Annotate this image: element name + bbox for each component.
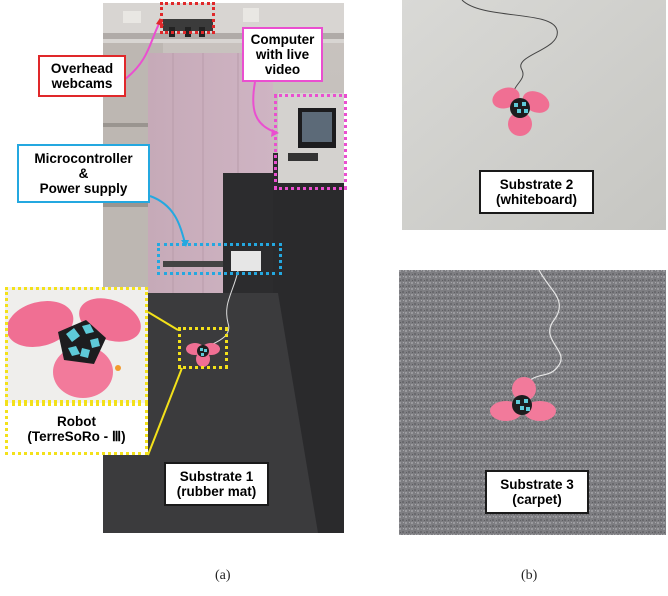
- robot-highlight-box: [178, 327, 228, 369]
- substrate3-label: Substrate 3 (carpet): [485, 470, 589, 514]
- overhead-webcams-label-line-1: Overhead: [50, 61, 114, 76]
- substrate3-label-line-1: Substrate 3: [500, 477, 574, 492]
- computer-label-line-3: video: [264, 62, 301, 77]
- substrate1-label-line-1: Substrate 1: [179, 469, 254, 484]
- substrate2-label: Substrate 2 (whiteboard): [479, 170, 594, 214]
- computer-label: Computer with live video: [242, 27, 323, 82]
- microcontroller-highlight-box: [157, 243, 282, 275]
- caption-b: (b): [521, 568, 538, 583]
- overhead-webcams-label-line-2: webcams: [51, 76, 113, 91]
- caption-a: (a): [215, 568, 231, 583]
- substrate1-label: Substrate 1 (rubber mat): [164, 462, 269, 506]
- substrate1-label-line-2: (rubber mat): [176, 484, 257, 499]
- webcams-highlight-box: [160, 2, 215, 34]
- microcontroller-label-line-1: Microcontroller: [34, 151, 133, 166]
- robot-label-line-2: (TerreSoRo - Ⅲ): [27, 429, 126, 444]
- robot-label: Robot (TerreSoRo - Ⅲ): [5, 403, 148, 455]
- substrate2-label-line-2: (whiteboard): [496, 192, 577, 207]
- robot-label-line-1: Robot: [57, 414, 96, 429]
- robot-closeup-photo: [5, 287, 148, 403]
- substrate3-label-line-2: (carpet): [512, 492, 562, 507]
- computer-highlight-box: [274, 94, 347, 190]
- computer-label-line-2: with live: [255, 47, 310, 62]
- carpet-substrate-photo: [399, 270, 666, 535]
- overhead-webcams-label: Overhead webcams: [38, 55, 126, 97]
- computer-label-line-1: Computer: [250, 32, 315, 47]
- microcontroller-label: Microcontroller & Power supply: [17, 144, 150, 203]
- microcontroller-label-line-3: Power supply: [39, 181, 128, 196]
- substrate2-label-line-1: Substrate 2: [499, 177, 574, 192]
- microcontroller-label-line-2: &: [78, 166, 89, 181]
